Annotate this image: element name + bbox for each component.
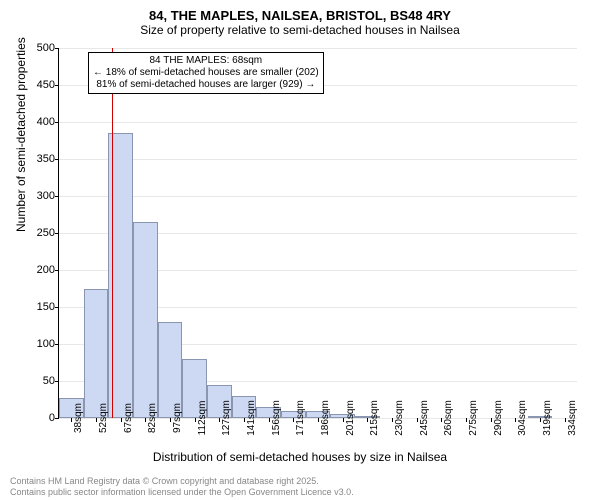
xtick-label: 201sqm (343, 400, 356, 436)
histogram-bar (133, 222, 158, 418)
ytick-label: 500 (37, 42, 59, 54)
ytick-label: 50 (43, 375, 59, 387)
ytick-label: 350 (37, 153, 59, 165)
xtick-label: 38sqm (71, 403, 84, 433)
xtick-label: 275sqm (466, 400, 479, 436)
annotation-box: 84 THE MAPLES: 68sqm ← 18% of semi-detac… (88, 52, 324, 94)
x-axis-label: Distribution of semi-detached houses by … (0, 450, 600, 464)
ytick-label: 450 (37, 79, 59, 91)
xtick-label: 67sqm (121, 403, 134, 433)
xtick-label: 141sqm (244, 400, 257, 436)
chart-subtitle: Size of property relative to semi-detach… (0, 23, 600, 37)
footer-text: Contains HM Land Registry data © Crown c… (10, 476, 354, 498)
xtick-label: 319sqm (540, 400, 553, 436)
histogram-bar (84, 289, 109, 419)
ytick-label: 0 (49, 412, 59, 424)
xtick-label: 230sqm (392, 400, 405, 436)
ytick-label: 200 (37, 264, 59, 276)
xtick-label: 82sqm (145, 403, 158, 433)
ytick-label: 100 (37, 338, 59, 350)
xtick-label: 112sqm (195, 401, 208, 436)
xtick-label: 215sqm (367, 400, 380, 436)
xtick-label: 156sqm (269, 400, 282, 436)
annotation-line2: ← 18% of semi-detached houses are smalle… (93, 67, 319, 79)
xtick-label: 186sqm (318, 400, 331, 436)
reference-line (112, 48, 113, 418)
gridline (59, 122, 577, 123)
xtick-label: 97sqm (170, 403, 183, 433)
ytick-label: 150 (37, 301, 59, 313)
ytick-label: 250 (37, 227, 59, 239)
xtick-label: 171sqm (293, 400, 306, 436)
chart-title: 84, THE MAPLES, NAILSEA, BRISTOL, BS48 4… (0, 0, 600, 23)
xtick-label: 52sqm (96, 403, 109, 433)
xtick-label: 245sqm (417, 400, 430, 436)
chart-plot-area: 05010015020025030035040045050038sqm52sqm… (58, 48, 576, 418)
annotation-line1: 84 THE MAPLES: 68sqm (93, 55, 319, 67)
footer-line1: Contains HM Land Registry data © Crown c… (10, 476, 354, 487)
footer-line2: Contains public sector information licen… (10, 487, 354, 498)
gridline (59, 48, 577, 49)
xtick-label: 290sqm (491, 400, 504, 436)
ytick-label: 300 (37, 190, 59, 202)
gridline (59, 159, 577, 160)
xtick-label: 334sqm (565, 400, 578, 436)
gridline (59, 196, 577, 197)
annotation-line3: 81% of semi-detached houses are larger (… (93, 79, 319, 91)
xtick-label: 127sqm (219, 400, 232, 436)
xtick-label: 304sqm (515, 400, 528, 436)
xtick-label: 260sqm (441, 400, 454, 436)
ytick-label: 400 (37, 116, 59, 128)
y-axis-label: Number of semi-detached properties (14, 37, 28, 232)
